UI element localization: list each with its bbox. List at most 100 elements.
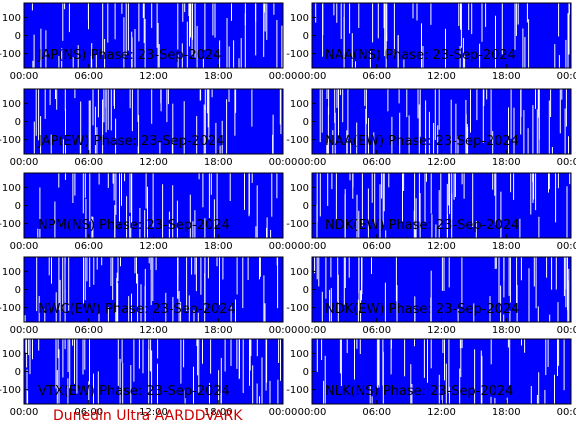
y-tick-label: -100: [286, 49, 309, 60]
plot-area: [24, 257, 283, 322]
plot-area: [24, 3, 283, 68]
spike-series: [33, 89, 282, 154]
plot-area: [312, 257, 571, 322]
y-tick-label: 0: [303, 201, 309, 212]
y-tick-label: 100: [2, 13, 21, 24]
panel-6: 100 0 -100 00:00 06:00 12:00 18:00 00:00 NDK(EW)…: [286, 172, 576, 252]
x-tick-label: 18:00: [204, 157, 233, 168]
y-tick-label: 0: [15, 117, 21, 128]
y-tick-label: 100: [2, 183, 21, 194]
x-tick-label: 12:00: [427, 157, 456, 168]
y-tick-label: 0: [303, 367, 309, 378]
panel-title: JAP(EW) Phase: 23-Sep-2024: [37, 134, 225, 149]
x-tick-label: 06:00: [74, 71, 103, 82]
x-tick-label: 00:00: [10, 407, 39, 418]
y-tick-label: -100: [286, 303, 309, 314]
x-tick-label: 12:00: [427, 325, 456, 336]
y-tick-label: 100: [2, 267, 21, 278]
x-tick-label: 12:00: [139, 157, 168, 168]
x-tick-label: 00:00: [269, 407, 298, 418]
x-tick-label: 00:00: [557, 157, 576, 168]
panel-9: 100 0 -100 00:00 06:00 12:00 18:00 00:00 VTX(EW)…: [0, 338, 298, 418]
x-tick-label: 06:00: [362, 407, 391, 418]
plot-area: [312, 173, 571, 238]
x-tick-label: 00:00: [557, 241, 576, 252]
y-tick-label: -100: [286, 219, 309, 230]
y-tick-label: 0: [15, 31, 21, 42]
spike-series: [37, 173, 278, 238]
plot-area: [24, 89, 283, 154]
x-tick-label: 00:00: [10, 325, 39, 336]
y-tick-label: 0: [303, 117, 309, 128]
y-tick-label: 0: [15, 367, 21, 378]
x-tick-label: 12:00: [139, 325, 168, 336]
spike-series: [31, 3, 283, 68]
panel-title: NAA(NS) Phase: 23-Sep-2024: [325, 48, 516, 63]
footer-label: Dunedin Ultra AARDDVARK: [53, 408, 243, 424]
panel-1: 100 0 -100 00:00 06:00 12:00 18:00 00:00 JAP(NS)…: [0, 2, 298, 82]
panel-title: NDK(EW) Phase: 23-Sep-2024: [325, 302, 519, 317]
x-tick-label: 06:00: [362, 325, 391, 336]
x-tick-label: 06:00: [74, 325, 103, 336]
x-tick-label: 12:00: [139, 71, 168, 82]
x-tick-label: 18:00: [204, 71, 233, 82]
panels-group: 100 0 -100 00:00 06:00 12:00 18:00 00:00 JAP(NS)…: [0, 2, 576, 418]
panel-title: JAP(NS) Phase: 23-Sep-2024: [37, 48, 221, 63]
y-tick-label: 100: [290, 267, 309, 278]
y-tick-label: -100: [0, 303, 21, 314]
y-tick-label: 0: [15, 285, 21, 296]
x-tick-label: 12:00: [139, 407, 168, 418]
panel-3: 100 0 -100 00:00 06:00 12:00 18:00 00:00 JAP(EW)…: [0, 88, 298, 168]
plot-area: [312, 339, 571, 404]
panel-title: NWC(EW) Phase: 23-Sep-2024: [38, 302, 236, 317]
x-tick-label: 00:00: [269, 71, 298, 82]
x-tick-label: 00:00: [298, 241, 327, 252]
spike-series: [314, 257, 570, 322]
x-tick-label: 06:00: [362, 71, 391, 82]
x-tick-label: 18:00: [204, 407, 233, 418]
x-tick-label: 00:00: [269, 157, 298, 168]
x-tick-label: 06:00: [362, 241, 391, 252]
x-tick-label: 00:00: [298, 407, 327, 418]
y-tick-label: 100: [290, 349, 309, 360]
y-tick-label: 100: [2, 99, 21, 110]
panel-10: 100 0 -100 00:00 06:00 12:00 18:00 00:00 NLK(NS)…: [286, 338, 576, 418]
spike-series: [316, 339, 565, 404]
panel-8: 100 0 -100 00:00 06:00 12:00 18:00 00:00 NDK(EW)…: [286, 256, 576, 336]
x-tick-label: 12:00: [427, 241, 456, 252]
panel-title: NAA(EW) Phase: 23-Sep-2024: [325, 134, 519, 149]
y-tick-label: 0: [303, 285, 309, 296]
x-tick-label: 18:00: [492, 157, 521, 168]
y-tick-label: -100: [0, 385, 21, 396]
x-tick-label: 06:00: [362, 157, 391, 168]
x-tick-label: 00:00: [298, 157, 327, 168]
panel-2: 100 0 -100 00:00 06:00 12:00 18:00 00:00 NAA(NS)…: [286, 2, 576, 82]
y-tick-label: -100: [286, 385, 309, 396]
x-tick-label: 18:00: [204, 325, 233, 336]
y-tick-label: 100: [2, 349, 21, 360]
x-tick-label: 06:00: [74, 241, 103, 252]
y-tick-label: -100: [286, 135, 309, 146]
x-tick-label: 18:00: [204, 241, 233, 252]
x-tick-label: 06:00: [74, 157, 103, 168]
panel-4: 100 0 -100 00:00 06:00 12:00 18:00 00:00 NAA(EW)…: [286, 88, 576, 168]
x-tick-label: 18:00: [492, 241, 521, 252]
y-tick-label: 0: [15, 201, 21, 212]
panel-title: VTX(EW) Phase: 23-Sep-2024: [38, 384, 230, 399]
x-tick-label: 18:00: [492, 325, 521, 336]
spike-series: [315, 3, 570, 68]
y-tick-label: -100: [0, 135, 21, 146]
x-tick-label: 18:00: [492, 71, 521, 82]
panel-7: 100 0 -100 00:00 06:00 12:00 18:00 00:00 NWC(EW)…: [0, 256, 297, 336]
x-tick-label: 00:00: [557, 71, 576, 82]
y-tick-label: 100: [290, 183, 309, 194]
x-tick-label: 00:00: [10, 157, 39, 168]
y-tick-label: -100: [0, 49, 21, 60]
spike-series: [319, 89, 569, 154]
y-tick-label: 100: [290, 13, 309, 24]
x-tick-label: 00:00: [298, 71, 327, 82]
x-tick-label: 00:00: [10, 71, 39, 82]
panel-title: NPM(NS) Phase: 23-Sep-2024: [38, 218, 230, 233]
x-tick-label: 18:00: [492, 407, 521, 418]
